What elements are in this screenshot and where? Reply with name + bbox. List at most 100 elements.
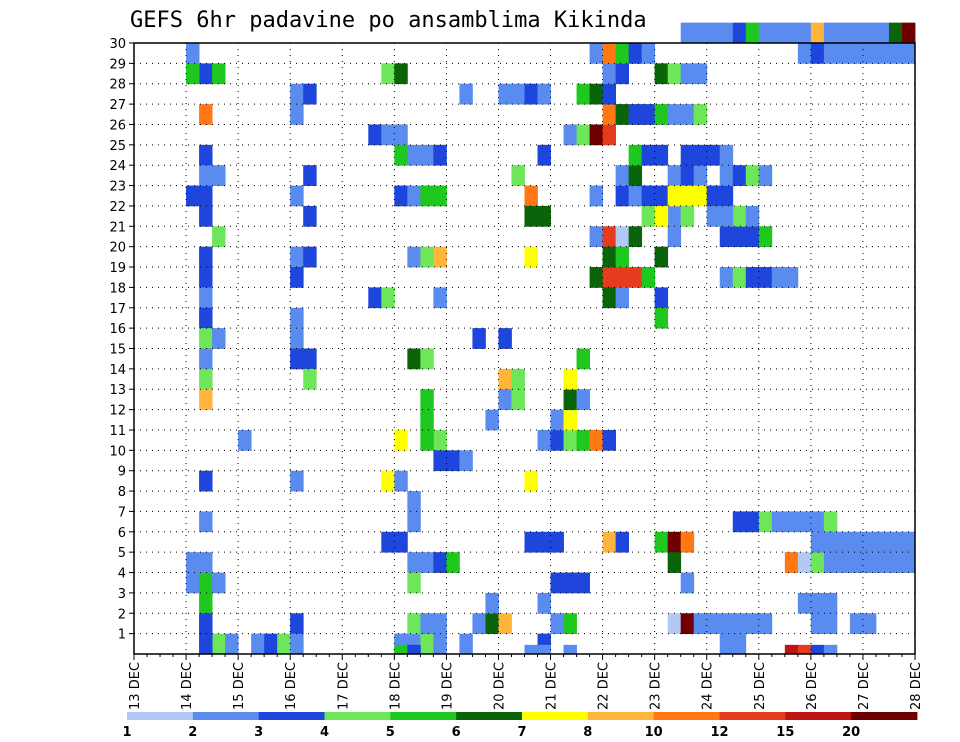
heatmap-cell bbox=[459, 450, 473, 472]
heatmap-cell bbox=[628, 267, 643, 288]
heatmap-cell bbox=[823, 511, 838, 533]
heatmap-cell bbox=[745, 613, 760, 635]
heatmap-cell bbox=[706, 205, 721, 227]
y-tick-label: 22 bbox=[109, 200, 126, 215]
heatmap-cell bbox=[719, 267, 734, 288]
heatmap-cell bbox=[680, 63, 695, 85]
heatmap-cell bbox=[823, 43, 838, 64]
heatmap-cell bbox=[407, 644, 421, 655]
heatmap-cell bbox=[784, 552, 799, 573]
x-axis: 13 DEC 14 DEC 15 DEC 16 DEC 17 DEC 18 DEC 19 D… bbox=[128, 654, 924, 710]
heatmap-cell bbox=[186, 185, 200, 207]
heatmap-cell bbox=[472, 613, 486, 635]
heatmap-cell bbox=[641, 267, 656, 288]
heatmap-cell bbox=[810, 592, 825, 614]
heatmap-cell bbox=[836, 531, 851, 553]
x-tick-label: 13 DEC bbox=[128, 662, 143, 710]
heatmap-cell bbox=[199, 144, 213, 166]
heatmap-cell bbox=[732, 165, 747, 186]
heatmap-cell bbox=[433, 144, 447, 166]
heatmap-cell bbox=[498, 83, 512, 105]
heatmap-cell bbox=[420, 144, 434, 166]
heatmap-cell bbox=[212, 572, 226, 594]
heatmap-cell bbox=[524, 246, 538, 268]
y-tick-label: 15 bbox=[109, 343, 126, 358]
heatmap-cell bbox=[420, 409, 434, 431]
heatmap-cell bbox=[576, 83, 590, 105]
heatmap-cell bbox=[615, 531, 630, 553]
heatmap-cell bbox=[810, 531, 825, 553]
heatmap-cell bbox=[563, 429, 577, 451]
x-tick-label: 15 DEC bbox=[232, 662, 247, 710]
heatmap-cell bbox=[290, 307, 304, 329]
legend-label: 20 bbox=[842, 725, 860, 740]
heatmap-cell bbox=[576, 389, 590, 410]
x-tick-label: 22 DEC bbox=[597, 662, 612, 710]
heatmap-cell bbox=[407, 552, 421, 573]
x-tick-label: 23 DEC bbox=[649, 662, 664, 710]
heatmap-cell bbox=[303, 165, 317, 186]
heatmap-cell bbox=[667, 165, 682, 186]
heatmap-cell bbox=[732, 22, 747, 44]
heatmap-cell bbox=[680, 613, 695, 635]
heatmap-cell bbox=[758, 22, 773, 44]
heatmap-cell bbox=[797, 592, 812, 614]
legend-swatch bbox=[522, 712, 589, 720]
heatmap-cell bbox=[875, 43, 890, 64]
heatmap-cell bbox=[680, 185, 695, 207]
heatmap-cell bbox=[394, 531, 408, 553]
heatmap-cell bbox=[875, 531, 890, 553]
heatmap-cell bbox=[680, 531, 695, 553]
heatmap-cell bbox=[420, 348, 434, 370]
heatmap-cell bbox=[615, 43, 630, 64]
heatmap-cell bbox=[771, 267, 786, 288]
heatmap-cell bbox=[199, 246, 213, 268]
heatmap-cell bbox=[680, 165, 695, 186]
heatmap-cell bbox=[719, 185, 734, 207]
heatmap-cell bbox=[290, 104, 304, 125]
heatmap-cell bbox=[667, 185, 682, 207]
heatmap-cell bbox=[615, 287, 630, 309]
legend-label: 12 bbox=[710, 725, 728, 740]
heatmap-cell bbox=[810, 43, 825, 64]
heatmap-cell bbox=[641, 205, 656, 227]
heatmap-cell bbox=[381, 124, 395, 146]
heatmap-cell bbox=[901, 552, 916, 573]
heatmap-cell bbox=[836, 22, 851, 44]
heatmap-cell bbox=[667, 226, 682, 248]
heatmap-cell bbox=[199, 267, 213, 288]
heatmap-cell bbox=[537, 144, 551, 166]
x-tick-label: 24 DEC bbox=[701, 662, 716, 710]
heatmap-cell bbox=[433, 450, 447, 472]
heatmap-cell bbox=[862, 531, 877, 553]
heatmap-cell bbox=[797, 22, 812, 44]
y-tick-label: 6 bbox=[118, 526, 126, 541]
heatmap-cell bbox=[654, 185, 669, 207]
y-tick-label: 2 bbox=[118, 607, 126, 622]
heatmap-cell bbox=[719, 226, 734, 248]
heatmap-cell bbox=[368, 124, 382, 146]
x-tick-label: 20 DEC bbox=[492, 662, 507, 710]
heatmap-cell bbox=[628, 226, 643, 248]
legend-label: 4 bbox=[320, 725, 329, 740]
legend-label: 15 bbox=[776, 725, 794, 740]
heatmap-cell bbox=[537, 205, 551, 227]
heatmap-cell bbox=[303, 83, 317, 105]
heatmap-cell bbox=[602, 267, 617, 288]
heatmap-cell bbox=[290, 348, 304, 370]
legend-swatch bbox=[851, 712, 918, 720]
heatmap-cell bbox=[693, 22, 708, 44]
heatmap-cell bbox=[706, 22, 721, 44]
heatmap-cell bbox=[186, 552, 200, 573]
heatmap-cell bbox=[615, 104, 630, 125]
heatmap-cell bbox=[745, 511, 760, 533]
heatmap-cell bbox=[901, 22, 916, 44]
heatmap-cell bbox=[407, 613, 421, 635]
y-tick-label: 7 bbox=[118, 505, 126, 520]
heatmap-cell bbox=[199, 307, 213, 329]
heatmap-cell bbox=[459, 83, 473, 105]
heatmap-cell bbox=[745, 267, 760, 288]
heatmap-cell bbox=[784, 22, 799, 44]
heatmap-cell bbox=[784, 511, 799, 533]
x-tick-label: 28 DEC bbox=[909, 662, 924, 710]
